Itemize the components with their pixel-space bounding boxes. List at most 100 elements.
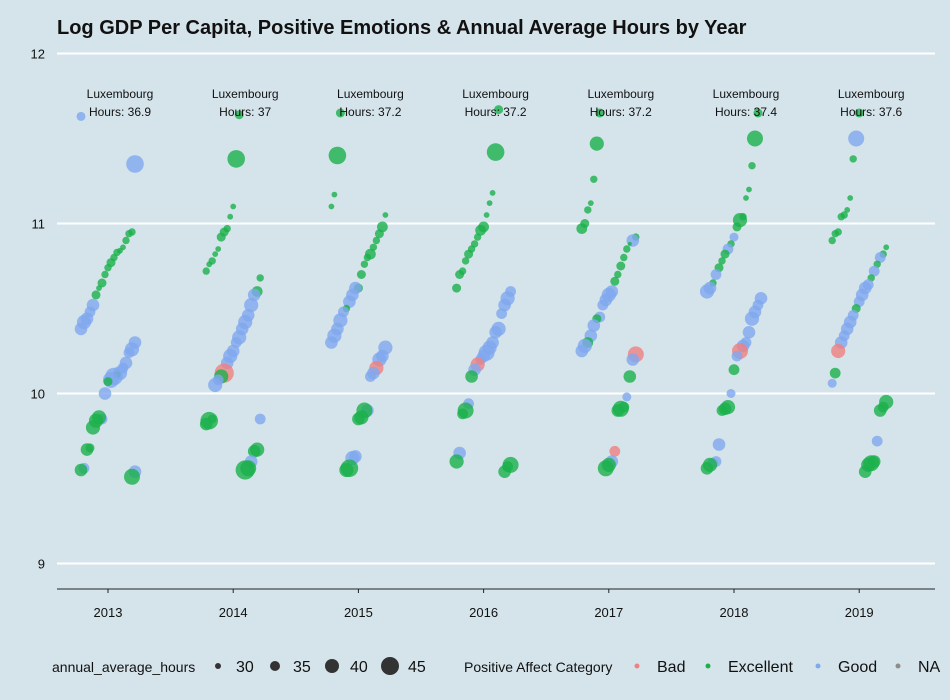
- data-point: [590, 175, 598, 183]
- x-tick-label: 2017: [594, 605, 623, 620]
- annotation-hours: Hours: 37.6: [840, 105, 902, 119]
- annotation-country: Luxembourg: [87, 87, 154, 101]
- data-point: [729, 232, 739, 242]
- data-point: [844, 207, 851, 213]
- annotation-hours: Hours: 37.2: [465, 105, 527, 119]
- data-point: [80, 443, 94, 456]
- data-point: [726, 389, 736, 398]
- data-point: [831, 343, 846, 359]
- data-point: [732, 222, 742, 232]
- data-point: [331, 191, 338, 198]
- data-point: [457, 408, 468, 420]
- data-point: [85, 420, 101, 435]
- data-point: [486, 200, 493, 207]
- data-point: [627, 241, 632, 246]
- data-point: [854, 108, 864, 118]
- data-point: [365, 371, 376, 382]
- data-point: [360, 260, 369, 268]
- data-point: [828, 236, 836, 245]
- x-tick-label: 2019: [845, 605, 874, 620]
- data-point: [849, 155, 857, 163]
- data-point: [464, 249, 474, 259]
- size-legend-label: 40: [350, 659, 368, 676]
- data-point: [96, 285, 102, 291]
- data-point: [489, 190, 496, 196]
- size-legend-key: [381, 657, 399, 675]
- data-point: [465, 370, 478, 383]
- color-legend-label: Bad: [657, 659, 685, 676]
- data-point: [372, 236, 381, 245]
- data-point: [494, 105, 504, 115]
- data-point: [122, 236, 130, 245]
- data-point: [699, 284, 715, 299]
- data-point: [883, 244, 890, 251]
- data-point: [700, 462, 714, 475]
- data-point: [486, 143, 505, 161]
- x-tick-label: 2018: [720, 605, 749, 620]
- data-point: [611, 404, 625, 417]
- data-point: [74, 463, 88, 477]
- data-point: [104, 264, 112, 272]
- data-point: [76, 111, 86, 121]
- annotation-hours: Hours: 37.2: [590, 105, 652, 119]
- x-tick-label: 2014: [219, 605, 248, 620]
- y-tick-label: 12: [31, 47, 45, 62]
- data-point: [256, 274, 264, 282]
- annotation-country: Luxembourg: [337, 87, 404, 101]
- size-legend-key: [215, 663, 221, 669]
- color-legend-label: NA: [918, 659, 941, 676]
- data-point: [827, 378, 837, 388]
- data-point: [744, 311, 760, 326]
- data-point: [831, 230, 839, 238]
- data-point: [461, 257, 470, 265]
- annotation-country: Luxembourg: [838, 87, 905, 101]
- data-point: [123, 347, 135, 359]
- data-point: [622, 392, 632, 402]
- x-tick-label: 2013: [94, 605, 123, 620]
- color-legend-key: [895, 663, 901, 669]
- data-point: [206, 261, 213, 268]
- size-legend-key: [270, 661, 280, 671]
- data-point: [623, 370, 637, 383]
- data-point: [858, 465, 872, 479]
- data-point: [363, 253, 372, 262]
- annotation-country: Luxembourg: [713, 87, 780, 101]
- y-axis: 9 10 11 12: [31, 47, 45, 572]
- data-point: [743, 195, 749, 201]
- size-legend: 30 35 40 45: [215, 657, 426, 676]
- data-point: [868, 265, 880, 277]
- data-point: [382, 212, 389, 218]
- data-point: [584, 206, 592, 214]
- data-point: [227, 150, 245, 168]
- data-point: [216, 232, 226, 242]
- data-point: [597, 299, 609, 311]
- data-point: [235, 460, 255, 480]
- data-point: [126, 155, 144, 173]
- data-point: [748, 162, 756, 170]
- data-point: [124, 468, 140, 485]
- annotation-country: Luxembourg: [212, 87, 279, 101]
- data-point: [475, 224, 486, 236]
- data-point: [873, 404, 887, 417]
- data-point: [753, 108, 763, 118]
- size-legend-label: 30: [236, 659, 254, 676]
- y-tick-label: 10: [31, 387, 45, 402]
- data-point: [623, 245, 631, 253]
- annotation-hours: Hours: 37.2: [339, 105, 401, 119]
- data-point: [98, 387, 112, 400]
- color-legend-label: Excellent: [728, 659, 793, 676]
- data-point: [335, 108, 345, 118]
- data-point: [597, 460, 614, 477]
- data-point: [101, 270, 109, 279]
- color-legend-key: [705, 663, 711, 669]
- data-point: [328, 203, 335, 210]
- annotation-country: Luxembourg: [462, 87, 529, 101]
- data-point: [575, 344, 589, 358]
- data-point: [91, 290, 101, 300]
- x-axis: 2013 2014 2015 2016 2017 2018 2019: [94, 589, 874, 620]
- data-point: [587, 319, 601, 332]
- color-legend-key: [634, 663, 640, 669]
- data-point: [716, 405, 728, 416]
- data-point: [202, 267, 210, 275]
